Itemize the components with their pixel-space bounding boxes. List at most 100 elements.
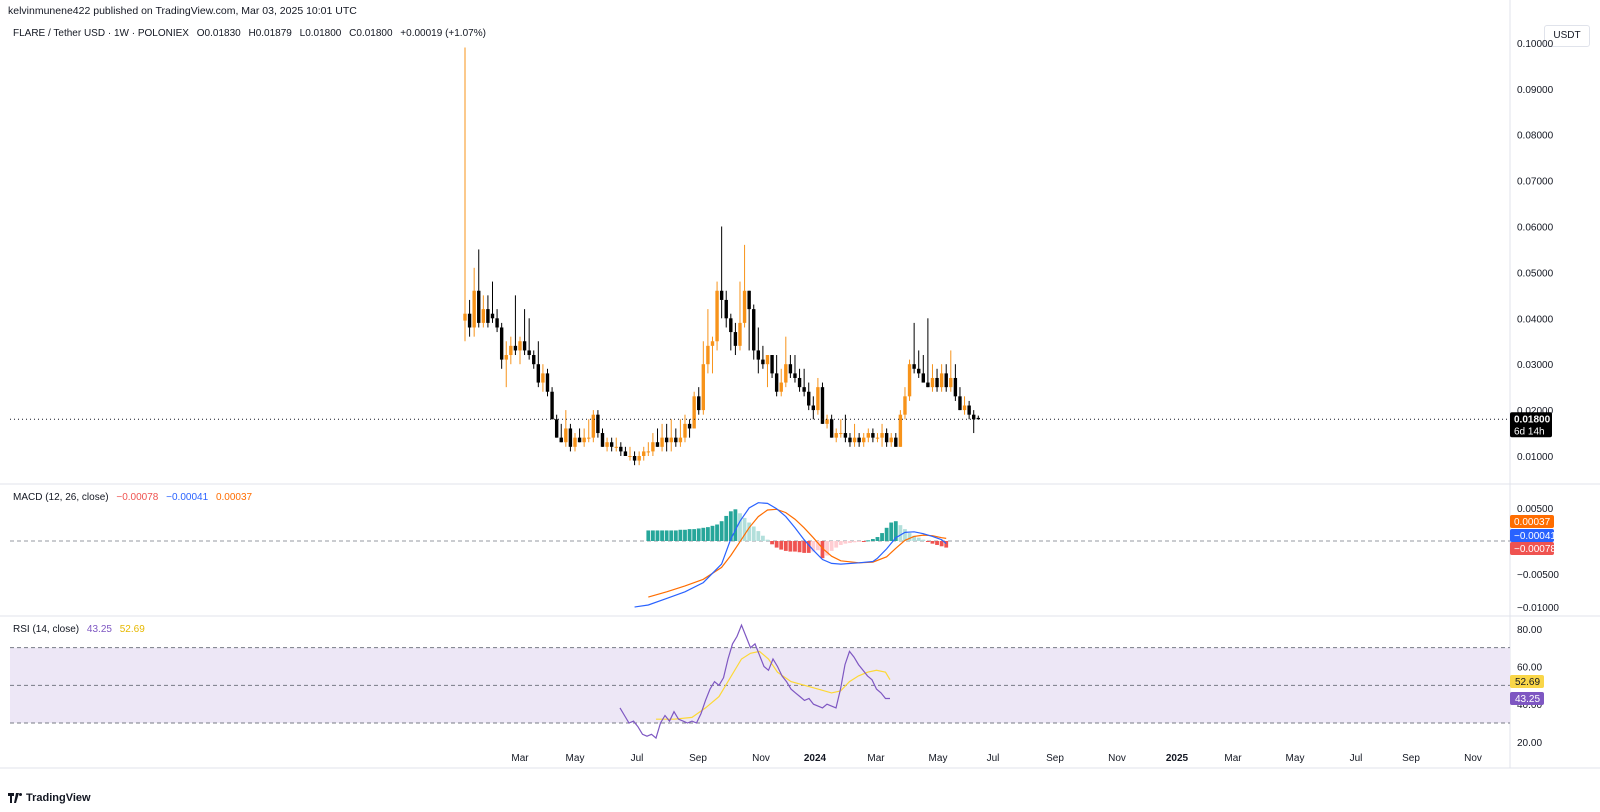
ohlc-open: O0.01830 [196,28,241,39]
rsi-value-badge-label: 52.69 [1515,677,1540,688]
rsi-line [619,623,890,740]
macd-histogram-bar [793,541,797,552]
candle-body [834,433,838,438]
candle-body [719,290,724,300]
macd-legend-name[interactable]: MACD (12, 26, close) [13,492,109,503]
macd-histogram-bar [907,533,912,541]
candle-body [930,377,935,388]
candle-body [788,364,793,374]
candle-body [761,359,765,365]
rsi-legend-name[interactable]: RSI (14, close) [13,624,80,635]
candle-body [577,437,582,443]
candle-body [559,437,563,443]
candle-body [554,419,559,438]
macd-histogram-bar [880,533,884,541]
macd-histogram-bar [811,541,816,552]
candle-body [518,341,522,351]
macd-histogram-bar [774,541,779,548]
candle-body [742,290,747,323]
macd-histogram-bar [646,530,651,541]
candle-body [550,391,554,420]
macd-histogram-bar [912,535,917,541]
candle-body [513,345,518,351]
ohlc-high: H0.01879 [248,28,292,39]
candle-body [797,377,802,388]
candle-body [499,327,504,360]
time-tick-label: Mar [1224,753,1242,764]
macd-value-badge [1510,515,1554,528]
macd-histogram-bar [655,530,660,541]
candle-body [829,419,834,438]
candle-body [939,373,944,388]
macd-histogram-bar [673,530,678,541]
candle-body [674,437,678,443]
candle-body [623,451,628,456]
candle-body [724,299,728,319]
macd-tick-label: 0.00500 [1517,504,1554,515]
candle-body [935,377,939,388]
macd-histogram-bar [715,524,719,541]
candle-body [678,437,683,443]
candle-body [582,437,586,443]
candle-body [889,437,893,443]
time-tick-label: Sep [1402,753,1420,764]
rsi-legend: RSI (14, close) 43.25 52.69 [13,624,150,635]
candle-body [472,290,476,328]
price-tick-label: 0.04000 [1517,314,1554,325]
macd-histogram-bar [815,541,820,551]
candle-body [632,456,637,461]
macd-histogram-bar [820,541,825,559]
current-price-label: 0.01800 [1514,414,1551,425]
macd-histogram-bar [751,526,756,541]
price-tick-label: 0.07000 [1517,177,1554,188]
time-tick-label: 2024 [804,753,827,764]
macd-histogram-bar [660,530,664,541]
macd-pane [10,502,1510,608]
candle-body [710,341,715,346]
candle-body [527,350,531,356]
macd-histogram-bar [678,529,683,541]
candle-body [898,414,903,447]
candle-body [619,446,623,452]
price-tick-label: 0.10000 [1517,39,1554,50]
macd-histogram-bar [893,521,898,541]
candle-body [949,377,953,388]
candle-body [811,405,816,411]
macd-histogram-bar [651,530,655,541]
candle-body [628,456,632,457]
macd-value-badge [1510,529,1554,542]
rsi-value-badge [1510,675,1544,688]
symbol-name[interactable]: FLARE / Tether USD · 1W · POLONIEX [13,28,189,39]
currency-unit-button[interactable]: USDT [1544,25,1590,47]
price-tick-label: 0.03000 [1517,360,1554,371]
macd-histogram-bar [747,522,752,541]
time-tick-label: May [1286,753,1305,764]
macd-histogram-bar [916,537,921,541]
macd-histogram-bar [770,541,774,545]
candle-body [729,318,733,333]
candle-body [884,433,889,443]
macd-histogram-bar [921,539,926,541]
time-tick-label: 2025 [1166,753,1189,764]
candle-body [752,309,756,351]
rsi-legend-value: 43.25 [86,624,112,635]
macd-histogram-bar [802,541,807,553]
price-tick-label: 0.01000 [1517,452,1554,463]
candle-body [912,364,916,369]
macd-histogram-bar [861,541,866,542]
price-tick-label: 0.09000 [1517,85,1554,96]
macd-value-badge-label: −0.00041 [1514,531,1556,542]
candle-body [857,437,861,443]
candle-body [715,290,719,342]
rsi-tick-label: 40.00 [1517,700,1542,711]
candle-body [875,437,880,439]
ohlc-low: L0.01800 [299,28,342,39]
macd-histogram-bar [866,540,871,542]
candle-body [958,396,962,411]
candle-body [848,437,852,443]
time-tick-label: Sep [689,753,707,764]
macd-legend-hist: −0.00078 [116,492,159,503]
candle-body [655,442,660,447]
candle-body [972,414,976,420]
